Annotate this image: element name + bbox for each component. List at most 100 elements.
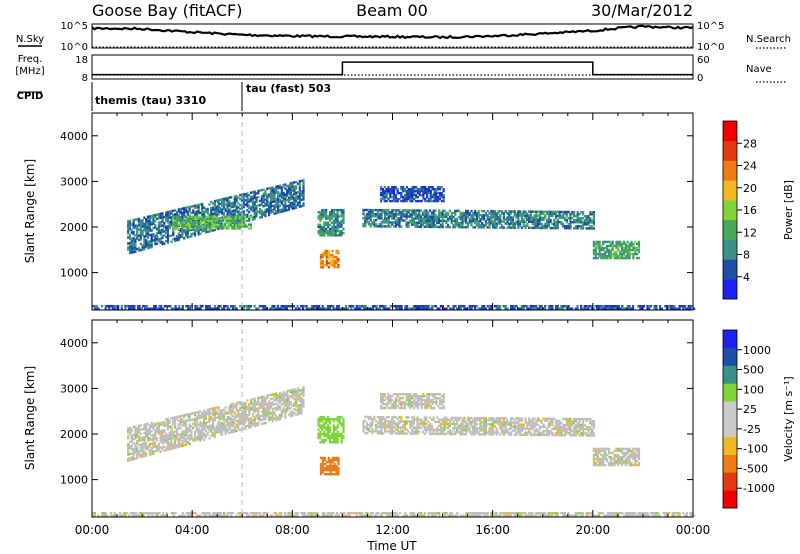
- scatter-cell: [134, 451, 137, 454]
- scatter-cell: [474, 211, 477, 215]
- scatter-cell: [259, 189, 262, 192]
- scatter-cell: [517, 307, 520, 310]
- scatter-cell: [137, 219, 141, 223]
- scatter-cell: [544, 307, 547, 310]
- scatter-cell: [275, 197, 278, 201]
- scatter-cell: [526, 214, 529, 217]
- scatter-cell: [470, 431, 473, 434]
- scatter-cell: [664, 305, 667, 308]
- scatter-cell: [319, 436, 322, 440]
- scatter-cell: [589, 213, 592, 216]
- scatter-cell: [321, 217, 324, 220]
- scatter-cell: [132, 222, 135, 226]
- scatter-cell: [170, 441, 173, 444]
- scatter-cell: [138, 305, 141, 308]
- scatter-cell: [168, 441, 171, 445]
- scatter-cell: [403, 422, 406, 425]
- scatter-cell: [459, 221, 462, 225]
- scatter-cell: [238, 215, 241, 218]
- scatter-cell: [366, 428, 369, 431]
- scatter-cell: [405, 217, 408, 220]
- scatter-cell: [226, 420, 229, 423]
- scatter-cell: [190, 412, 193, 415]
- scatter-cell: [280, 200, 283, 203]
- scatter-cell: [447, 426, 450, 430]
- y-tick-label: 3000: [60, 175, 88, 188]
- scatter-cell: [475, 431, 478, 434]
- scatter-cell: [483, 429, 486, 432]
- scatter-cell: [551, 226, 554, 230]
- scatter-cell: [331, 255, 334, 259]
- scatter-cell: [369, 217, 372, 220]
- scatter-cell: [174, 221, 177, 224]
- scatter-cell: [166, 231, 169, 234]
- scatter-cell: [515, 305, 518, 308]
- scatter-cell: [433, 191, 436, 195]
- scatter-cell: [235, 215, 238, 218]
- scatter-cell: [181, 305, 184, 308]
- scatter-cell: [414, 211, 417, 214]
- scatter-cell: [266, 407, 269, 410]
- scatter-cell: [269, 192, 272, 196]
- scatter-cell: [342, 424, 345, 427]
- scatter-cell: [143, 442, 146, 445]
- power-ylabel: Slant Range [km]: [23, 159, 37, 263]
- scatter-cell: [465, 426, 468, 430]
- scatter-cell: [248, 424, 251, 427]
- scatter-cell: [596, 252, 599, 256]
- scatter-cell: [161, 433, 164, 436]
- scatter-cell: [441, 225, 444, 229]
- scatter-cell: [146, 240, 150, 244]
- freq-tick-bottom: 8: [82, 73, 88, 84]
- scatter-cell: [350, 307, 353, 310]
- scatter-cell: [329, 467, 332, 470]
- scatter-cell: [183, 430, 186, 433]
- scatter-cell: [278, 184, 282, 187]
- scatter-cell: [286, 397, 289, 401]
- scatter-cell: [237, 212, 240, 215]
- scatter-cell: [418, 211, 421, 214]
- scatter-cell: [378, 430, 381, 433]
- scatter-cell: [224, 203, 227, 206]
- scatter-cell: [331, 467, 334, 470]
- scatter-cell: [157, 237, 160, 241]
- scatter-cell: [400, 418, 403, 421]
- scatter-cell: [179, 307, 183, 310]
- scatter-cell: [205, 305, 208, 308]
- scatter-cell: [217, 209, 220, 212]
- scatter-cell: [443, 432, 446, 436]
- scatter-cell: [154, 305, 157, 308]
- scatter-cell: [134, 238, 137, 241]
- scatter-cell: [441, 217, 444, 221]
- scatter-cell: [477, 226, 480, 229]
- scatter-cell: [439, 211, 442, 214]
- scatter-cell: [289, 182, 292, 185]
- scatter-cell: [172, 223, 175, 226]
- scatter-cell: [302, 183, 305, 186]
- scatter-cell: [472, 220, 475, 223]
- scatter-cell: [594, 252, 597, 256]
- scatter-cell: [300, 198, 303, 201]
- scatter-cell: [416, 188, 419, 191]
- scatter-cell: [472, 216, 475, 219]
- scatter-cell: [376, 415, 379, 419]
- scatter-cell: [221, 210, 224, 213]
- scatter-cell: [463, 433, 466, 436]
- scatter-cell: [393, 215, 396, 218]
- scatter-cell: [533, 307, 536, 310]
- scatter-cell: [328, 211, 332, 214]
- scatter-cell: [382, 432, 385, 435]
- scatter-cell: [504, 421, 507, 424]
- scatter-cell: [183, 414, 186, 417]
- scatter-cell: [165, 213, 168, 216]
- scatter-cell: [578, 219, 581, 222]
- scatter-cell: [190, 205, 193, 208]
- scatter-cell: [113, 305, 116, 308]
- scatter-cell: [336, 430, 339, 433]
- scatter-cell: [492, 419, 495, 422]
- scatter-cell: [193, 204, 197, 207]
- scatter-cell: [547, 222, 550, 226]
- scatter-cell: [172, 307, 175, 310]
- scatter-cell: [418, 418, 421, 421]
- scatter-cell: [130, 434, 133, 437]
